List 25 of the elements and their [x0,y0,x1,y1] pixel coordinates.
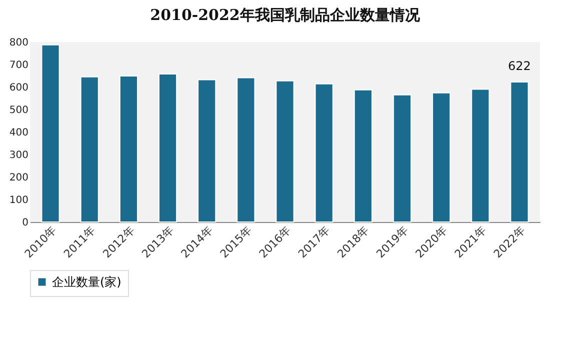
bar [510,82,529,222]
y-tick-label: 300 [9,150,28,161]
bar [198,79,216,222]
bar [119,75,138,222]
y-tick-label: 400 [9,128,28,138]
bar [354,89,372,222]
bar [276,80,294,222]
y-tick-label: 100 [9,195,28,206]
bar [392,94,412,222]
bar [314,83,334,222]
bar [236,77,256,222]
bar [471,88,490,222]
y-tick-label: 800 [9,38,28,48]
chart-title: 2010-2022年我国乳制品企业数量情况 [150,6,421,24]
bar [80,76,99,222]
legend-label: 企业数量(家) [52,275,122,289]
y-tick-label: 200 [9,172,28,184]
y-tick-label: 600 [9,82,28,94]
y-tick-label: 700 [9,60,28,71]
bar [432,92,451,222]
bar [158,73,178,222]
y-tick-label: 500 [9,105,28,116]
y-tick-label: 0 [22,218,28,228]
bar [41,44,60,222]
data-label: 622 [508,59,531,74]
